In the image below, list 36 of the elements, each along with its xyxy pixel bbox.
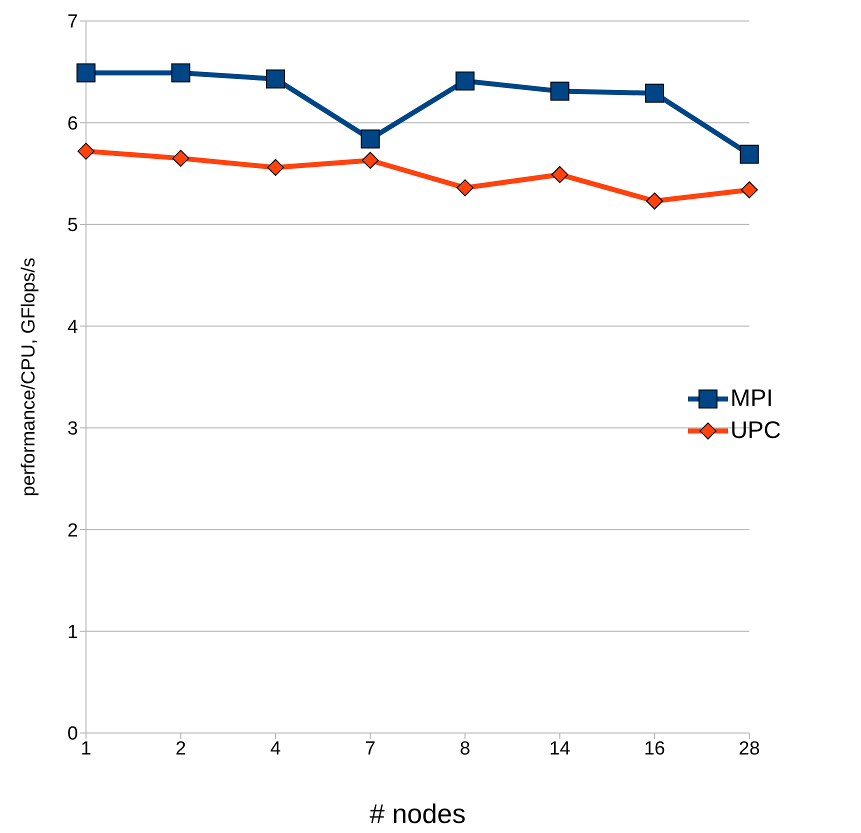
x-axis-title: # nodes — [370, 799, 466, 829]
point — [266, 69, 286, 88]
point — [362, 152, 379, 169]
point — [76, 63, 96, 82]
point — [645, 84, 664, 103]
point — [740, 144, 759, 164]
x-tick-label: 2 — [175, 738, 186, 760]
point — [456, 179, 474, 196]
y-tick-label: 6 — [67, 113, 78, 134]
y-tick-label: 1 — [67, 622, 78, 644]
y-tick-label: 5 — [67, 215, 78, 236]
y-tick-label: 2 — [67, 520, 78, 542]
x-tick-label: 14 — [549, 738, 571, 760]
point — [172, 150, 190, 167]
point — [550, 82, 570, 101]
point — [360, 129, 380, 148]
legend-label: MPI — [730, 384, 773, 412]
y-axis-title: performance/CPU, GFlops/s — [18, 258, 40, 496]
y-tick-label: 3 — [67, 418, 78, 440]
x-tick-label: 28 — [738, 738, 760, 760]
y-tick-label: 7 — [67, 12, 78, 33]
point — [267, 158, 284, 176]
point — [456, 72, 475, 91]
point — [646, 192, 664, 210]
x-tick-label: 7 — [364, 738, 376, 760]
point — [740, 181, 758, 198]
point — [551, 166, 568, 184]
y-tick-label: 0 — [67, 724, 78, 745]
x-tick-label: 8 — [460, 738, 470, 760]
x-tick-label: 1 — [80, 738, 92, 760]
point — [78, 142, 94, 160]
point — [171, 63, 190, 82]
x-tick-label: 4 — [270, 738, 282, 760]
y-tick-label: 4 — [67, 316, 78, 338]
legend-label: UPC — [730, 416, 781, 444]
x-tick-label: 16 — [644, 738, 666, 760]
